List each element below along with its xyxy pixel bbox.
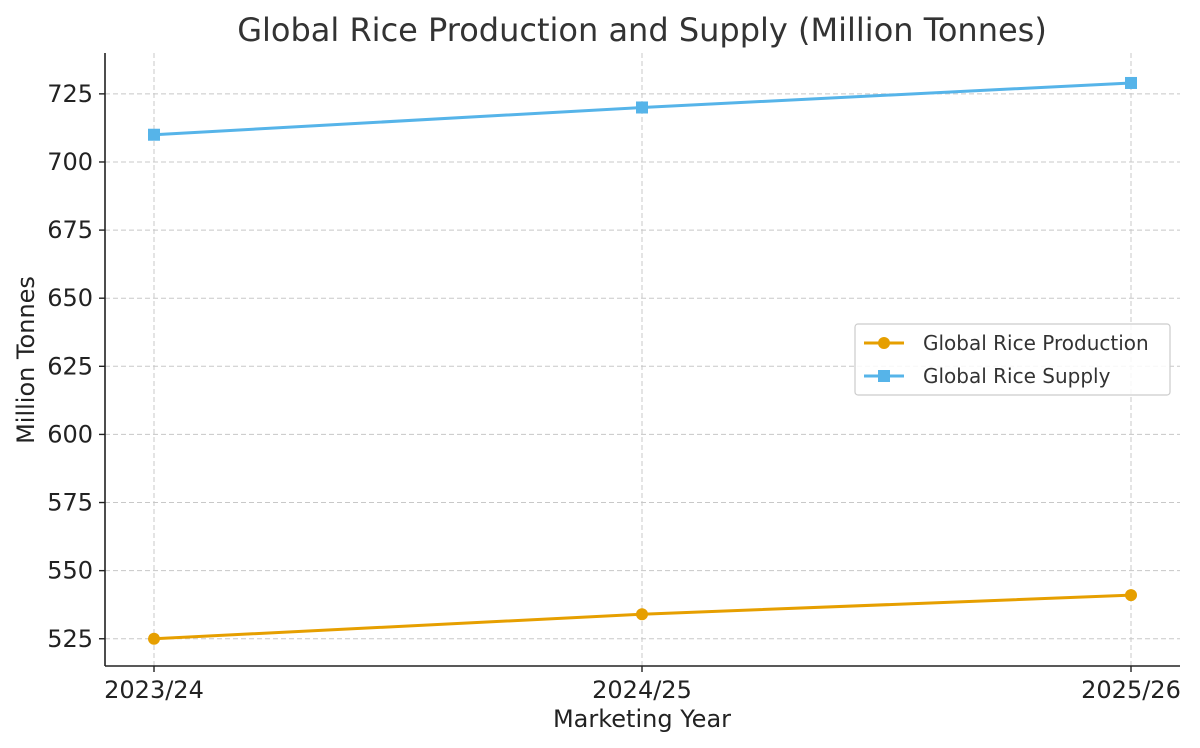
x-tick-label: 2024/25 [592, 676, 692, 704]
production-point [1125, 589, 1137, 602]
legend: Global Rice Production Global Rice Supply [854, 323, 1171, 396]
y-tick-label: 525 [47, 625, 93, 653]
production-point [148, 632, 160, 645]
y-tick-label: 550 [47, 557, 93, 585]
legend-label: Global Rice Production [923, 331, 1149, 355]
legend-label: Global Rice Supply [923, 364, 1111, 388]
series-layer [148, 76, 1137, 645]
x-axis-label: Marketing Year [553, 705, 731, 733]
supply-point [636, 101, 648, 114]
y-tick-label: 725 [47, 80, 93, 108]
production-point [636, 608, 648, 621]
y-tick-label: 700 [47, 148, 93, 176]
y-tick-label: 600 [47, 420, 93, 448]
y-tick-label: 650 [47, 284, 93, 312]
grid-layer [105, 53, 1180, 666]
legend-marker-circle [878, 337, 890, 349]
y-tick-label: 575 [47, 489, 93, 517]
legend-frame [854, 323, 1171, 396]
x-tick-label: 2025/26 [1081, 676, 1181, 704]
supply-point [148, 128, 160, 141]
y-tick-label: 625 [47, 352, 93, 380]
x-tick-label: 2023/24 [104, 676, 204, 704]
y-axis-label: Million Tonnes [12, 276, 40, 444]
supply-point [1125, 76, 1137, 89]
y-tick-label: 675 [47, 216, 93, 244]
ticks-layer: 525 550 575 600 625 650 675 700 725 2023/24 2024/2… [47, 80, 1181, 704]
legend-marker-square [878, 370, 890, 382]
chart-title: Global Rice Production and Supply (Milli… [237, 11, 1047, 49]
